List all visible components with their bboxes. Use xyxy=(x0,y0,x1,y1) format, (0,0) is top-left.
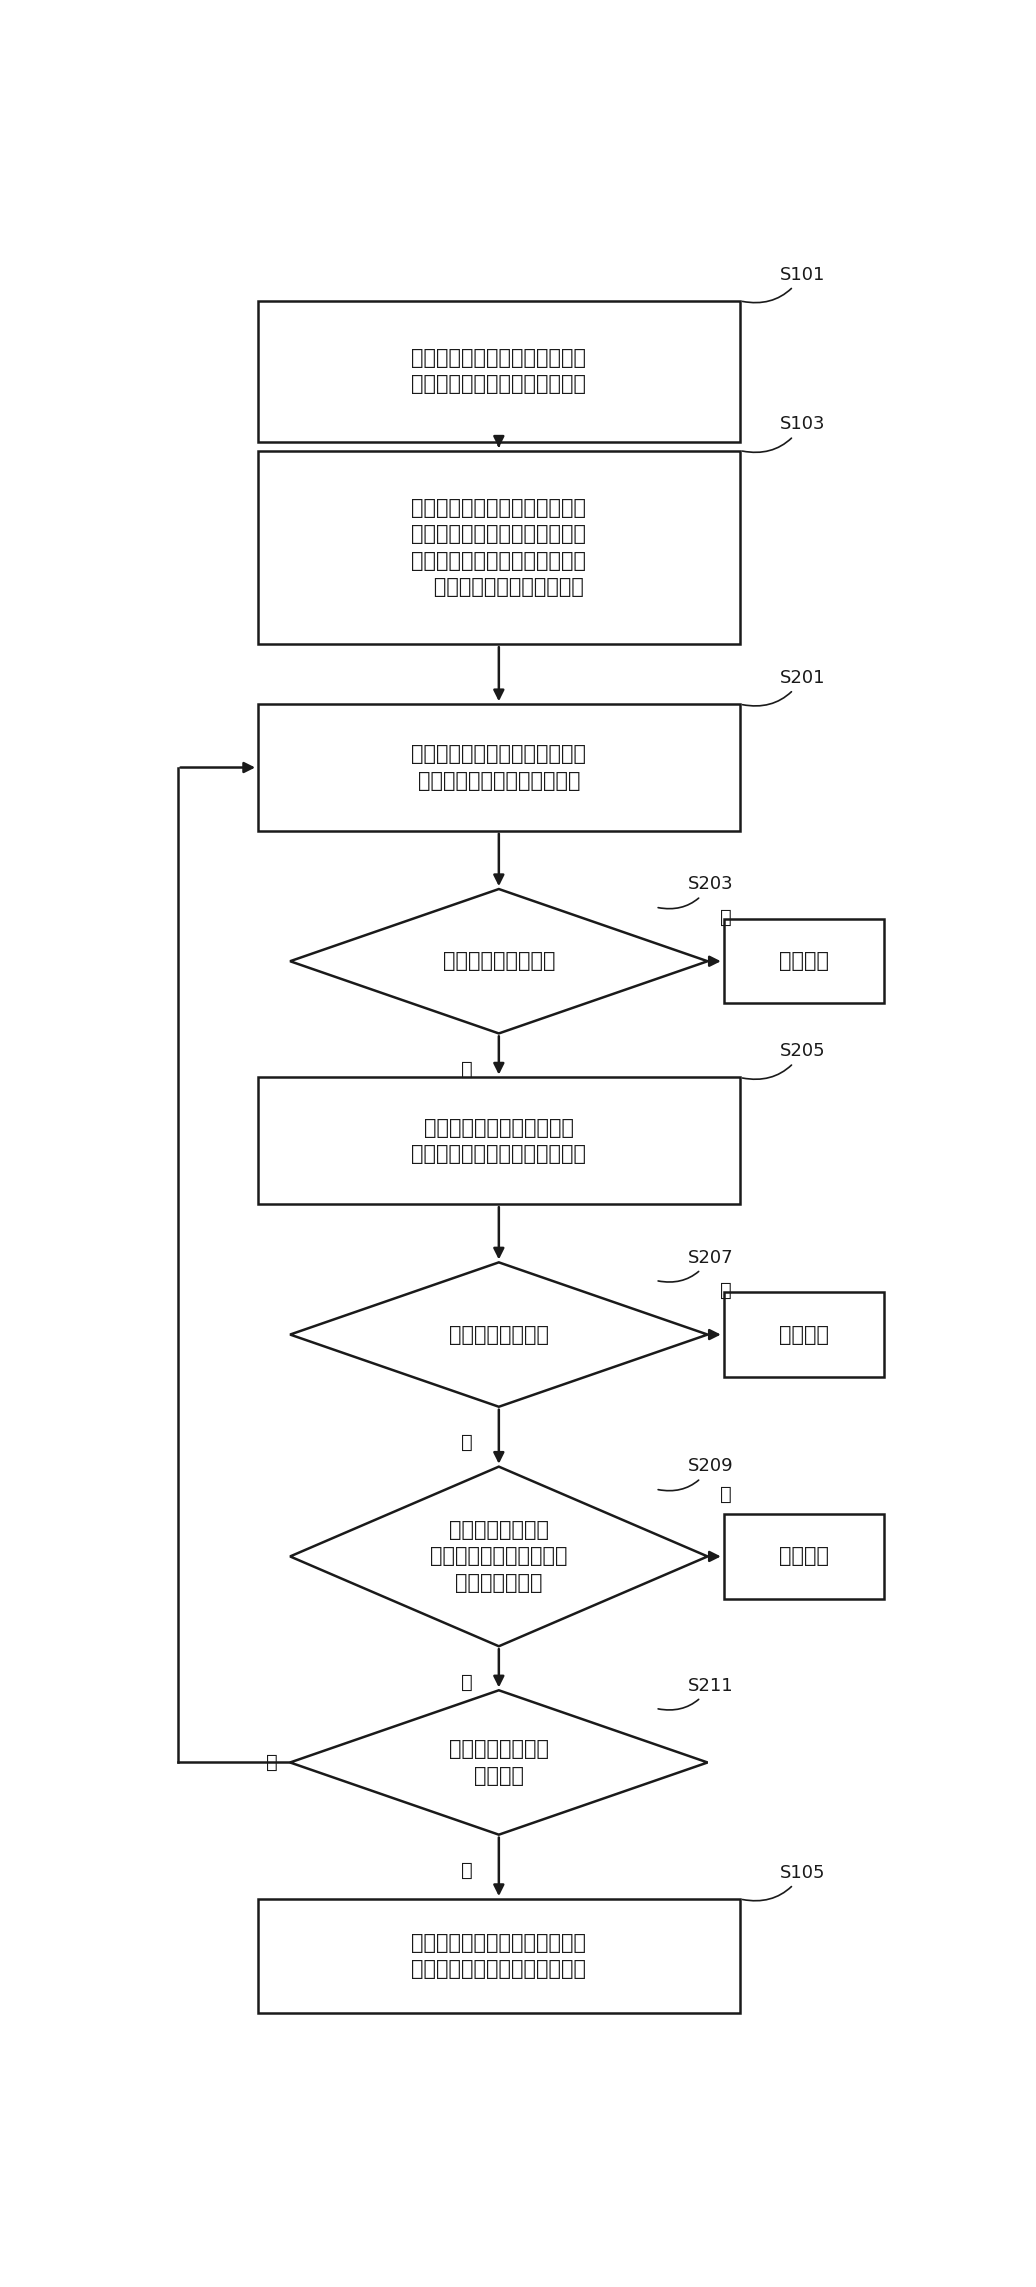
Text: 是: 是 xyxy=(461,1672,472,1692)
Text: S101: S101 xyxy=(743,265,826,302)
Text: 否: 否 xyxy=(720,1484,731,1505)
Bar xyxy=(258,1077,740,1205)
Text: S105: S105 xyxy=(743,1864,826,1900)
Text: 判断是否已经识别
所有基板: 判断是否已经识别 所有基板 xyxy=(449,1740,549,1786)
Bar xyxy=(258,1898,740,2013)
Text: 所述基板链路上的所述至少一个
基板配置信息均正确，识别结束: 所述基板链路上的所述至少一个 基板配置信息均正确，识别结束 xyxy=(411,1933,586,1978)
Text: 基板错误: 基板错误 xyxy=(779,951,829,972)
Text: S103: S103 xyxy=(743,416,826,453)
Text: S203: S203 xyxy=(658,876,733,908)
Bar xyxy=(258,302,740,441)
Text: 否: 否 xyxy=(266,1752,278,1772)
Text: 参数信息是否有效: 参数信息是否有效 xyxy=(449,1324,549,1345)
Text: 根据基板链路信息中的链路级数
按顺序读取基板的配置位信息: 根据基板链路信息中的链路级数 按顺序读取基板的配置位信息 xyxy=(411,743,586,791)
Text: 是: 是 xyxy=(461,1862,472,1880)
Polygon shape xyxy=(290,1690,708,1834)
Text: 否: 否 xyxy=(720,908,731,926)
Text: 是: 是 xyxy=(461,1059,472,1079)
Text: 基板错误: 基板错误 xyxy=(779,1546,829,1567)
Polygon shape xyxy=(290,1262,708,1407)
Text: 配置位信息和参数
信息是否与主机控制器中
预设的信息一致: 配置位信息和参数 信息是否与主机控制器中 预设的信息一致 xyxy=(430,1521,568,1592)
Text: 否: 否 xyxy=(720,1281,731,1299)
Bar xyxy=(258,704,740,830)
Bar xyxy=(723,1292,884,1377)
Text: S211: S211 xyxy=(658,1676,733,1711)
Text: 根据基板链路信息中的链路
级数按顺序读取基板的参数信息: 根据基板链路信息中的链路 级数按顺序读取基板的参数信息 xyxy=(411,1118,586,1164)
Polygon shape xyxy=(290,1466,708,1647)
Text: S205: S205 xyxy=(743,1043,826,1079)
Text: 主机控制器通过串行数据总线读
取基板链路上至少一个基板的基
板配置信息，与主机控制器中预
   设的基板配置信息进行比对: 主机控制器通过串行数据总线读 取基板链路上至少一个基板的基 板配置信息，与主机控… xyxy=(411,499,586,597)
Text: 配置位信息是否有效: 配置位信息是否有效 xyxy=(442,951,555,972)
Polygon shape xyxy=(290,890,708,1034)
Bar xyxy=(723,1514,884,1599)
Text: 基板错误: 基板错误 xyxy=(779,1324,829,1345)
Text: S207: S207 xyxy=(658,1249,733,1283)
Bar xyxy=(258,451,740,645)
Text: S201: S201 xyxy=(743,670,826,707)
Text: S209: S209 xyxy=(658,1457,733,1491)
Bar xyxy=(723,919,884,1004)
Text: 主机控制器使用串行数据总线从
所述基板链路读取基板链路信息: 主机控制器使用串行数据总线从 所述基板链路读取基板链路信息 xyxy=(411,348,586,393)
Text: 是: 是 xyxy=(461,1434,472,1452)
